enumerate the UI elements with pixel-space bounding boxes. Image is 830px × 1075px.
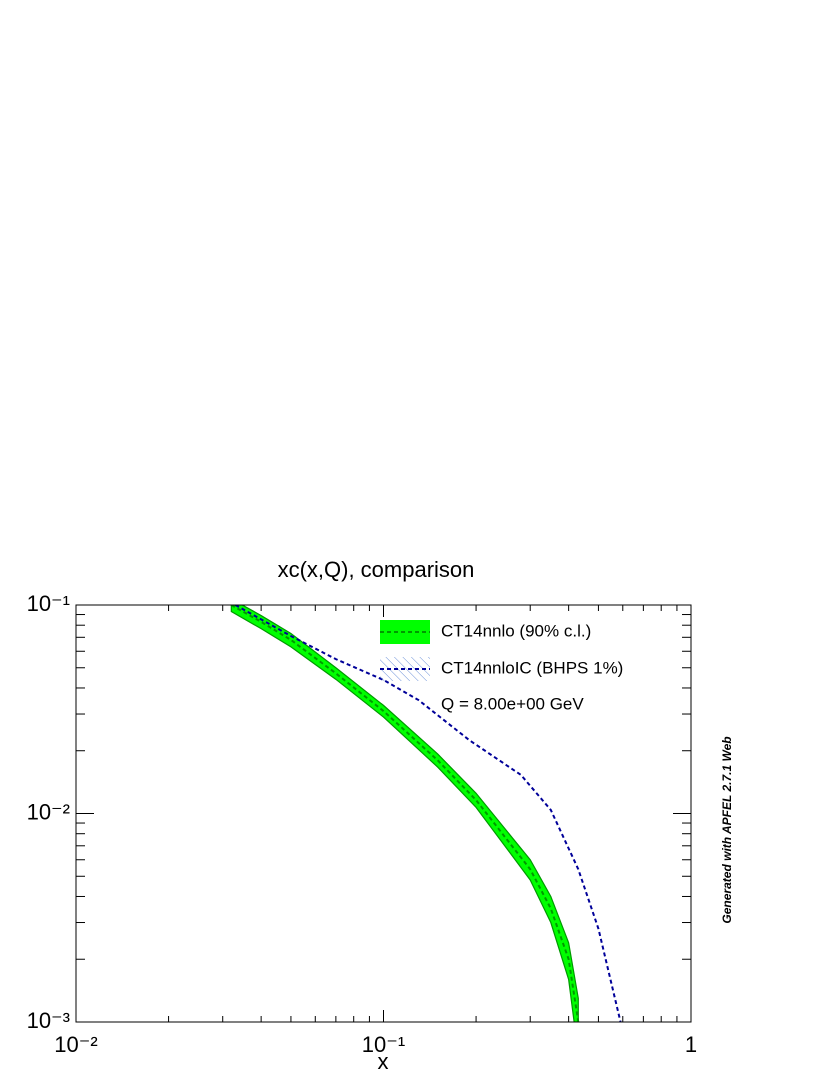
x-tick-label: 10⁻²	[54, 1032, 97, 1057]
series-line	[234, 605, 622, 1022]
legend-label: CT14nnloIC (BHPS 1%)	[441, 658, 623, 677]
y-tick-label: 10⁻³	[27, 1008, 70, 1033]
plot-area	[230, 605, 622, 1022]
series-line	[230, 605, 580, 1022]
y-tick-label: 10⁻²	[27, 799, 70, 824]
legend-label: CT14nnlo (90% c.l.)	[441, 621, 591, 640]
side-note: Generated with APFEL 2.7.1 Web	[720, 736, 734, 923]
error-band	[230, 605, 579, 1022]
x-axis-label: x	[378, 1049, 389, 1074]
x-tick-label: 10⁻¹	[362, 1032, 405, 1057]
y-tick-label: 10⁻¹	[27, 591, 70, 616]
annotation: Q = 8.00e+00 GeV	[441, 694, 584, 713]
x-tick-label: 1	[685, 1032, 697, 1057]
chart-title: xc(x,Q), comparison	[278, 557, 475, 582]
